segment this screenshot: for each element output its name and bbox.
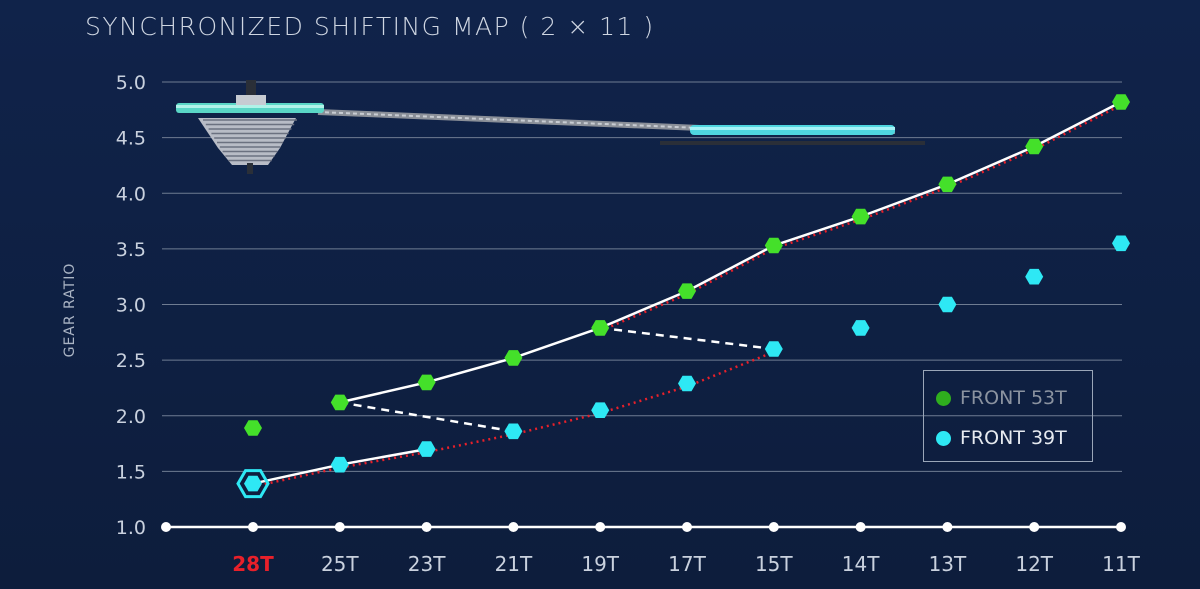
point-front-53t [591, 320, 610, 336]
x-tick-label: 23T [408, 552, 446, 576]
legend-label: FRONT 39T [960, 427, 1067, 449]
current-gear-ring [236, 469, 270, 499]
legend-dot-green [936, 390, 951, 406]
x-axis-tick-dot [508, 522, 519, 532]
point-front-53t [678, 283, 696, 299]
shift-path-segment [860, 183, 948, 218]
front-shift-dashed [339, 326, 774, 433]
point-front-53t [1025, 138, 1044, 155]
front-shift-line [600, 326, 774, 351]
point-front-39t [417, 441, 436, 457]
y-tick-label: 5.0 [116, 72, 146, 94]
point-front-53t [417, 374, 436, 391]
point-front-39t [851, 320, 870, 336]
x-axis-tick-dot [595, 522, 606, 532]
y-tick-label: 4.0 [116, 183, 146, 205]
legend-item-front-39t: FRONT 39T [936, 427, 1067, 449]
y-tick-label: 2.0 [116, 406, 146, 428]
legend-dot-cyan [936, 430, 951, 446]
point-front-39t [764, 341, 783, 357]
shift-path-segment [426, 356, 514, 384]
point-front-39t [591, 402, 610, 418]
y-tick-label: 2.5 [116, 350, 146, 372]
chart-title: SYNCHRONIZED SHIFTING MAP ( 2 × 11 ) [85, 12, 655, 41]
x-axis-tick-dot [1029, 522, 1040, 532]
shift-path-segment [339, 381, 427, 404]
legend-label: FRONT 53T [960, 387, 1067, 409]
point-front-53t [764, 237, 783, 254]
x-tick-label: 21T [495, 552, 533, 576]
point-front-39t [938, 296, 957, 313]
point-front-53t [938, 176, 957, 193]
y-axis-ticks: 1.0 1.5 2.0 2.5 3.0 3.5 4.0 4.5 5.0 [116, 72, 146, 539]
y-tick-label: 1.0 [116, 517, 146, 539]
grid-lines [162, 81, 1122, 472]
x-axis-tick-dot [942, 522, 953, 532]
x-axis-tick-dot [1116, 522, 1126, 532]
point-front-53t [330, 394, 349, 411]
x-tick-label: 12T [1015, 552, 1053, 576]
x-axis-tick-dot [855, 522, 866, 532]
point-front-39t [330, 456, 349, 473]
shift-path-segment [946, 145, 1035, 186]
x-tick-label: 13T [929, 552, 967, 576]
point-front-53t [504, 350, 523, 366]
y-tick-label: 3.5 [116, 239, 146, 261]
point-front-39t [504, 423, 523, 440]
y-tick-label: 1.5 [116, 461, 146, 483]
x-tick-label: 11T [1102, 552, 1140, 576]
x-tick-label: 19T [581, 552, 619, 576]
shift-path-segment [599, 289, 688, 330]
front-shift-line [339, 401, 514, 433]
legend-item-front-53t: FRONT 53T [936, 387, 1067, 409]
shift-path-segment [773, 215, 861, 247]
cassette-graphic [176, 80, 324, 174]
point-front-39t [244, 475, 262, 492]
data-points [236, 94, 1130, 499]
drivetrain-illustration [176, 80, 925, 174]
x-axis-tick-dot [768, 522, 779, 532]
x-tick-label: 28T [232, 552, 274, 576]
legend: FRONT 53T FRONT 39T [923, 370, 1093, 462]
point-front-53t [244, 420, 262, 436]
x-tick-label: 25T [321, 552, 359, 576]
x-axis-tick-dot [682, 522, 692, 532]
point-front-39t [1112, 235, 1130, 252]
point-front-39t [1025, 268, 1044, 285]
shift-path-segment [686, 244, 775, 293]
x-axis [161, 522, 1126, 532]
y-tick-label: 3.0 [116, 295, 146, 317]
y-tick-label: 4.5 [116, 128, 146, 150]
shift-path-segment [1033, 100, 1122, 148]
y-axis-label: GEAR RATIO [62, 263, 78, 358]
chainring-graphic [690, 125, 895, 135]
point-front-53t [1112, 94, 1130, 110]
x-axis-tick-dot [248, 522, 258, 532]
x-tick-label: 17T [668, 552, 706, 576]
shift-path-segment [512, 326, 601, 360]
x-axis-tick-dot [334, 522, 345, 532]
point-front-39t [678, 375, 696, 392]
point-front-53t [851, 208, 870, 225]
x-axis-tick-dot [421, 522, 432, 532]
x-tick-label: 14T [842, 552, 880, 576]
x-axis-ticks: 28T 25T 23T 21T 19T 17T 15T 14T 13T 12T 11T [232, 552, 1140, 576]
shift-path-segment [339, 447, 427, 466]
x-axis-origin-dot [161, 522, 171, 532]
x-tick-label: 15T [755, 552, 793, 576]
